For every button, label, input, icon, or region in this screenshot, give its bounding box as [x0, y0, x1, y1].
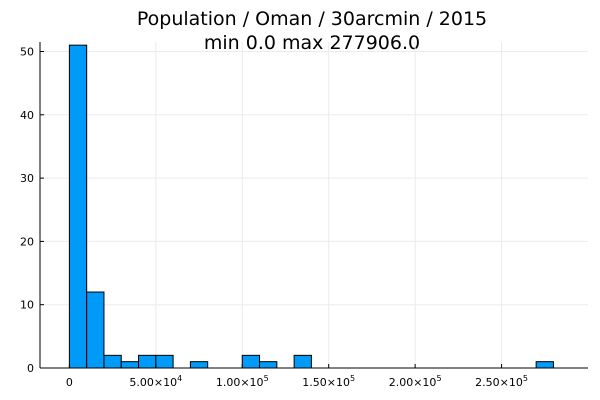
histogram-bar — [68, 44, 88, 369]
x-tick-label: 1.00×105 — [216, 374, 269, 389]
y-tick-label: 30 — [20, 172, 34, 185]
histogram-bar — [189, 361, 209, 369]
y-tick-label: 0 — [27, 362, 34, 375]
chart-title: Population / Oman / 30arcmin / 2015 — [137, 8, 487, 30]
histogram-bar — [241, 354, 261, 369]
axes — [39, 42, 588, 369]
histogram-bar — [86, 291, 105, 369]
histogram-bar — [259, 361, 278, 369]
y-tick-labels: 0 10 20 30 40 50 — [20, 45, 34, 375]
histogram-bar — [535, 361, 554, 369]
histogram-bar — [120, 361, 140, 369]
x-tick-labels: 0 5.00×104 1.00×105 1.50×105 2.00×105 2.50×10… — [66, 374, 528, 389]
y-tick-label: 20 — [20, 235, 34, 248]
x-tick-label: 2.00×105 — [389, 374, 442, 389]
y-tick-label: 50 — [20, 45, 34, 58]
x-tick-label: 0 — [66, 376, 73, 389]
chart-subtitle: min 0.0 max 277906.0 — [204, 32, 420, 54]
y-tick-label: 10 — [20, 299, 34, 312]
bars — [68, 44, 554, 369]
y-tick-label: 40 — [20, 109, 34, 122]
x-tick-label: 2.50×105 — [475, 374, 528, 389]
grid-lines — [40, 42, 588, 369]
histogram-bar — [103, 354, 122, 369]
histogram-bar — [155, 354, 174, 369]
histogram-bar — [293, 354, 312, 369]
x-tick-label: 1.50×105 — [302, 374, 355, 389]
histogram-bar — [138, 354, 157, 369]
x-tick-label: 5.00×104 — [129, 374, 182, 389]
